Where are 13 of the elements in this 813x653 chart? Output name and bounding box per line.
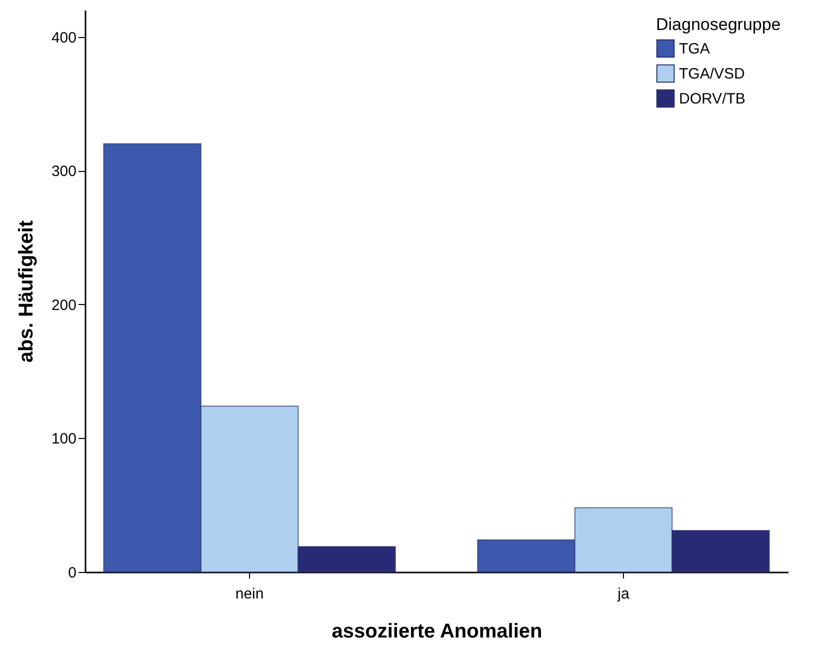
legend-label: TGA/VSD <box>679 66 746 82</box>
y-tick-label: 100 <box>51 430 76 448</box>
x-tick-label: nein <box>235 586 264 602</box>
y-tick-label: 300 <box>51 163 76 180</box>
legend-label: DORV/TB <box>679 90 746 108</box>
legend-label: TGA <box>679 40 710 58</box>
y-tick-label: 200 <box>51 296 76 314</box>
y-tick-label: 400 <box>51 29 76 46</box>
x-tick-label: ja <box>616 586 630 602</box>
y-axis-title: abs. Häufigkeit <box>15 220 38 363</box>
x-axis-title: assoziierte Anomalien <box>332 620 542 642</box>
y-tick-label: 0 <box>68 564 76 582</box>
legend-title: Diagnosegruppe <box>656 15 781 34</box>
